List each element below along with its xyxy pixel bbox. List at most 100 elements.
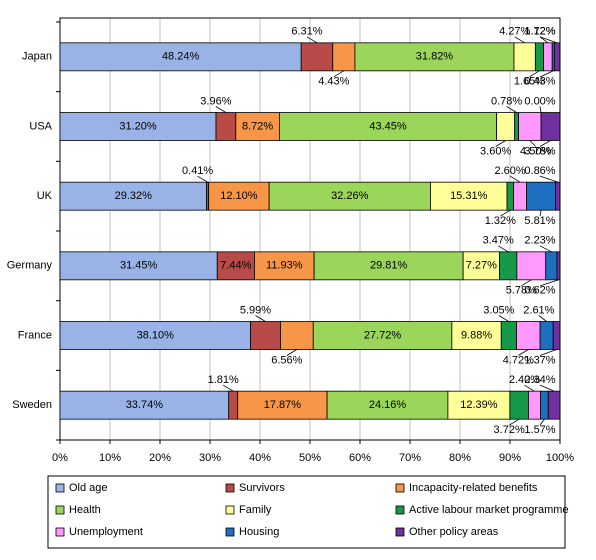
value-label: 2.61% bbox=[523, 304, 554, 316]
bar-segment bbox=[526, 181, 557, 211]
bar-segment bbox=[499, 251, 518, 281]
legend-box bbox=[47, 475, 566, 549]
bar-segment bbox=[254, 251, 315, 281]
legend-label: Other policy areas bbox=[409, 526, 499, 538]
y-tick-label: USA bbox=[29, 120, 52, 132]
leader-line bbox=[506, 106, 517, 113]
value-label: 4.72% bbox=[503, 354, 534, 366]
leader-line bbox=[497, 245, 509, 253]
legend-swatch bbox=[395, 483, 405, 493]
leader-line bbox=[529, 140, 536, 147]
value-label: 3.78% bbox=[524, 145, 555, 157]
leader-line bbox=[509, 175, 521, 183]
bar-segment bbox=[313, 251, 464, 281]
bar-segment bbox=[547, 390, 561, 420]
bar-segment bbox=[555, 181, 561, 211]
value-label: 4.43% bbox=[318, 76, 349, 88]
value-label: 1.12% bbox=[524, 26, 555, 38]
bar-segment bbox=[59, 251, 218, 281]
x-tick-label: 70% bbox=[399, 452, 421, 464]
leader-line bbox=[521, 279, 532, 287]
value-label: 48.24% bbox=[162, 51, 200, 63]
bar-segment bbox=[215, 112, 237, 141]
value-label: 0.41% bbox=[182, 165, 213, 177]
leader-line bbox=[518, 349, 529, 356]
legend-label: Health bbox=[69, 504, 101, 516]
legend-swatch bbox=[55, 527, 65, 537]
legend-label: Incapacity-related benefits bbox=[409, 482, 538, 494]
x-tick-label: 80% bbox=[449, 452, 471, 464]
leader-line bbox=[255, 315, 266, 322]
y-tick-label: Sweden bbox=[12, 399, 52, 411]
y-tick-label: UK bbox=[37, 190, 53, 202]
leader-line bbox=[539, 36, 558, 44]
leader-line bbox=[539, 175, 558, 183]
leader-line bbox=[539, 245, 552, 253]
leader-line bbox=[495, 140, 506, 147]
x-tick-label: 90% bbox=[499, 452, 521, 464]
bar-segment bbox=[518, 112, 542, 141]
leader-line bbox=[508, 418, 520, 426]
value-label: 5.99% bbox=[240, 304, 271, 316]
x-tick-label: 0% bbox=[52, 452, 68, 464]
legend-label: Old age bbox=[69, 482, 108, 494]
bar-segment bbox=[235, 112, 280, 141]
leader-line bbox=[197, 175, 208, 183]
bar-segment bbox=[513, 181, 527, 211]
value-label: 6.56% bbox=[271, 354, 302, 366]
leader-line bbox=[333, 70, 345, 78]
value-label: 3.05% bbox=[483, 304, 514, 316]
x-tick-label: 30% bbox=[199, 452, 221, 464]
leader-line bbox=[539, 70, 554, 78]
leader-line bbox=[286, 349, 298, 356]
value-label: 29.81% bbox=[370, 260, 408, 272]
bar-segment bbox=[500, 321, 517, 350]
value-label: 1.37% bbox=[524, 354, 555, 366]
value-label: 0.86% bbox=[524, 165, 555, 177]
x-tick-label: 50% bbox=[299, 452, 321, 464]
value-label: 1.65% bbox=[514, 76, 545, 88]
value-label: 32.26% bbox=[331, 190, 369, 202]
x-tick-label: 20% bbox=[149, 452, 171, 464]
bar-segment bbox=[545, 251, 558, 281]
value-label: 2.60% bbox=[494, 165, 525, 177]
bar-segment bbox=[280, 321, 314, 350]
value-label: 43.45% bbox=[369, 120, 407, 132]
bar-segment bbox=[534, 42, 544, 72]
bar-segment bbox=[509, 390, 529, 420]
value-label: 6.31% bbox=[291, 26, 322, 38]
leader-line bbox=[524, 384, 535, 392]
leader-line bbox=[539, 418, 545, 426]
value-label: 27.72% bbox=[364, 329, 402, 341]
leader-line bbox=[539, 279, 559, 287]
value-label: 7.44% bbox=[220, 260, 251, 272]
bar-segment bbox=[237, 390, 328, 420]
legend-swatch bbox=[55, 505, 65, 515]
y-tick-label: Japan bbox=[22, 51, 52, 63]
value-label: 12.39% bbox=[460, 399, 498, 411]
leader-line bbox=[539, 106, 542, 113]
x-tick-label: 60% bbox=[349, 452, 371, 464]
value-label: 12.10% bbox=[220, 190, 258, 202]
leader-line bbox=[215, 106, 227, 113]
bar-segment bbox=[552, 321, 561, 350]
bar-segment bbox=[59, 181, 208, 211]
bar-segment bbox=[543, 42, 553, 72]
value-label: 8.72% bbox=[242, 120, 273, 132]
bar-segment bbox=[447, 390, 511, 420]
leader-line bbox=[539, 36, 549, 44]
bar-segment bbox=[354, 42, 515, 72]
plot-frame bbox=[59, 17, 561, 441]
value-label: 3.47% bbox=[483, 235, 514, 247]
value-label: 4.50% bbox=[520, 145, 551, 157]
leader-line bbox=[498, 315, 510, 322]
legend-swatch bbox=[225, 483, 235, 493]
value-label: 33.74% bbox=[126, 399, 164, 411]
value-label: 5.78% bbox=[506, 285, 537, 297]
bar-segment bbox=[59, 321, 251, 350]
legend-swatch bbox=[55, 483, 65, 493]
bar-segment bbox=[451, 321, 502, 350]
value-label: 4.27% bbox=[499, 26, 530, 38]
value-label: 1.32% bbox=[485, 215, 516, 227]
bar-segment bbox=[528, 390, 541, 420]
